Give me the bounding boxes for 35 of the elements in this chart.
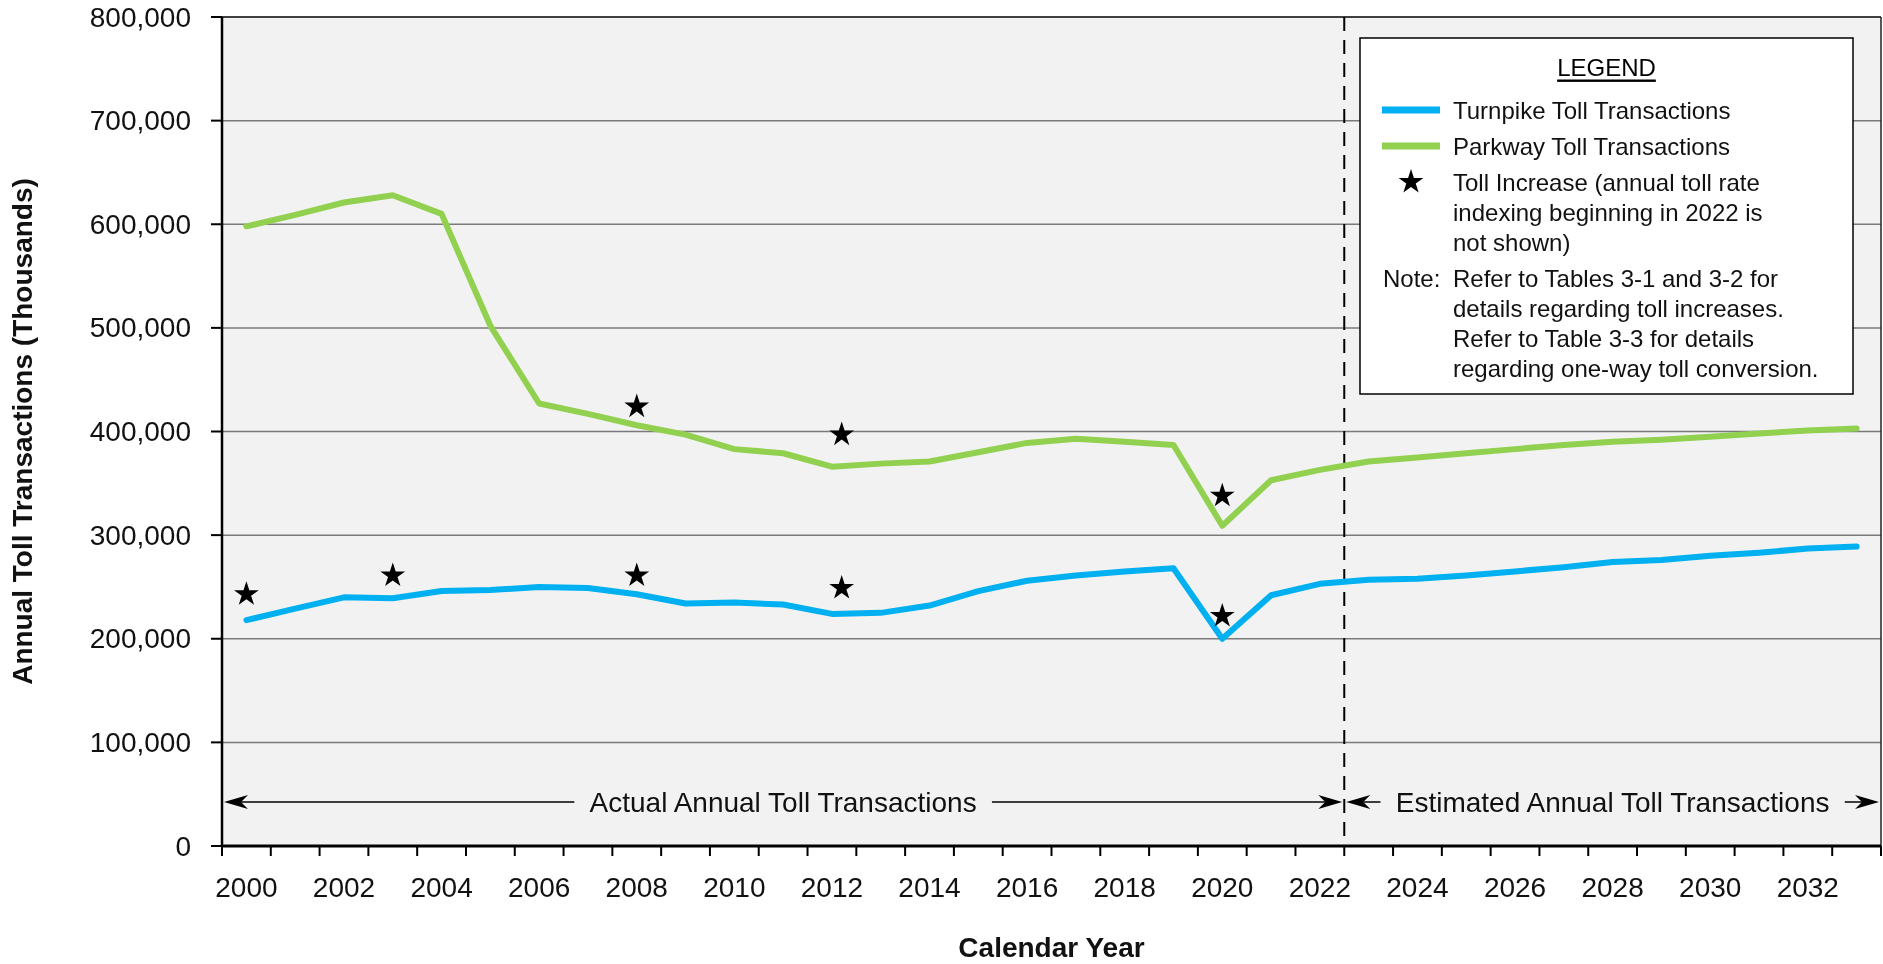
x-tick-label: 2018 — [1093, 871, 1156, 903]
x-tick-label: 2012 — [800, 871, 864, 903]
y-tick-label: 500,000 — [89, 312, 191, 344]
x-tick-label: 2010 — [703, 871, 766, 903]
x-tick-label: 2004 — [410, 871, 473, 903]
x-tick-label: 2030 — [1679, 871, 1742, 903]
x-tick-label: 2028 — [1581, 871, 1644, 903]
y-tick-label: 0 — [175, 830, 191, 862]
y-tick-label: 300,000 — [89, 519, 191, 551]
x-tick-label: 2000 — [215, 871, 278, 903]
y-tick-label: 600,000 — [89, 208, 191, 240]
x-tick-label: 2032 — [1776, 871, 1839, 903]
annotation: Estimated Annual Toll Transactions — [1395, 786, 1830, 818]
x-tick-label: 2024 — [1386, 871, 1449, 903]
y-axis-title: Annual Toll Transactions (Thousands) — [6, 178, 38, 685]
y-tick-label: 200,000 — [89, 623, 191, 655]
x-tick-label: 2006 — [508, 871, 571, 903]
x-tick-label: 2026 — [1483, 871, 1547, 903]
x-tick-label: 2022 — [1288, 871, 1352, 903]
x-tick-label: 2020 — [1191, 871, 1254, 903]
x-axis-title: Calendar Year — [958, 931, 1145, 963]
y-tick-label: 400,000 — [89, 416, 191, 447]
legend-title: LEGEND — [1557, 53, 1656, 81]
legend-label: Parkway Toll Transactions — [1453, 132, 1731, 160]
legend-label: Turnpike Toll Transactions — [1453, 96, 1731, 124]
x-tick-label: 2002 — [312, 871, 376, 903]
x-tick-label: 2016 — [995, 871, 1059, 903]
y-tick-label: 800,000 — [89, 1, 191, 33]
y-tick-label: 700,000 — [89, 105, 191, 137]
x-tick-label: 2014 — [898, 871, 961, 903]
annotation: Note: Refer to Tables 3-1 and 3-2 for details regarding toll increases. Refer to Table 3-3 for details regarding one-way toll conversion. — [1383, 264, 1819, 382]
x-tick-label: 2008 — [605, 871, 668, 903]
y-tick-label: 100,000 — [89, 726, 191, 758]
annotation: Actual Annual Toll Transactions — [589, 786, 977, 818]
legend-label: Toll Increase (annual toll rate indexing beginning in 2022 is not shown) — [1453, 168, 1763, 256]
